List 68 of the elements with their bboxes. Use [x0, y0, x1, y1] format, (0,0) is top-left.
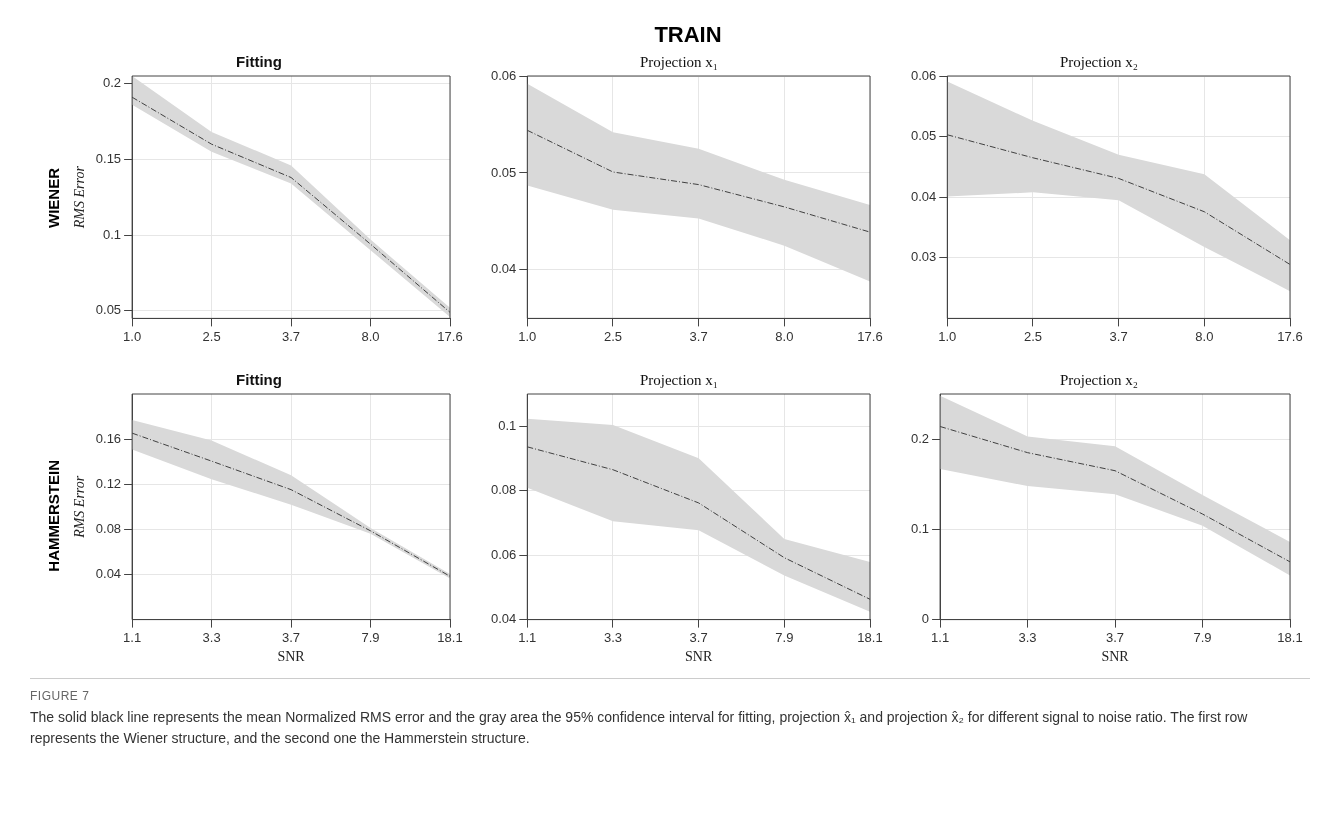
text: TRAIN	[654, 22, 722, 47]
y-tick-label: 0.08	[95, 520, 122, 536]
x-tick-label: 7.9	[1193, 629, 1212, 645]
y-tick-label: 0.1	[910, 520, 930, 536]
chart-title: Projection x₂	[1059, 53, 1139, 70]
x-tick-label: 17.6	[437, 328, 463, 344]
x-tick-label: 3.7	[282, 629, 301, 645]
x-tick-label: 17.6	[857, 328, 883, 344]
y-tick-label: 0.05	[95, 302, 122, 318]
y-tick-label: 0.08	[490, 482, 517, 498]
x-tick-label: 3.3	[1018, 629, 1037, 645]
x-tick-label: 18.1	[437, 629, 463, 645]
y-tick-label: 0.05	[490, 164, 517, 180]
y-tick-label: 0.04	[910, 188, 937, 204]
caption: FIGURE 7	[30, 689, 91, 703]
y-tick-label: 0.1	[498, 417, 517, 433]
x-tick-label: 1.0	[123, 328, 142, 344]
y-tick-label: 0.05	[910, 128, 937, 144]
x-tick-label: 18.1	[857, 629, 883, 645]
y-tick-label: 0.03	[910, 249, 937, 265]
text: WIENER	[44, 168, 62, 228]
y-axis-title: RMS Error	[72, 475, 88, 539]
chart-title: Fitting	[236, 371, 282, 389]
x-tick-label: 3.7	[1109, 328, 1128, 344]
x-tick-label: 1.1	[518, 629, 537, 645]
y-tick-label: 0.2	[103, 75, 122, 91]
x-tick-label: 1.0	[938, 328, 957, 344]
text: HAMMERSTEIN	[44, 460, 62, 572]
x-tick-label: 18.1	[1277, 629, 1303, 645]
x-tick-label: 2.5	[202, 328, 221, 344]
x-tick-label: 3.7	[282, 328, 301, 344]
x-tick-label: 1.1	[123, 629, 142, 645]
y-tick-label: 0.2	[910, 430, 930, 446]
x-tick-label: 2.5	[603, 328, 623, 344]
y-tick-label: 0.04	[490, 611, 517, 627]
chart-title: Projection x₁	[639, 53, 719, 70]
chart-title: Projection x₁	[639, 371, 719, 388]
x-tick-label: 17.6	[1277, 328, 1303, 344]
x-tick-label: 3.7	[1106, 629, 1125, 645]
x-tick-label: 3.7	[689, 629, 708, 645]
y-tick-label: 0.06	[490, 546, 517, 562]
x-axis-title: SNR	[685, 649, 713, 665]
x-tick-label: 2.5	[1023, 328, 1043, 344]
y-tick-label: 0.04	[95, 566, 122, 582]
y-axis-title: RMS Error	[72, 165, 88, 230]
x-tick-label: 8.0	[1195, 328, 1214, 344]
chart-title: Fitting	[236, 53, 282, 71]
y-tick-label: 0	[921, 611, 930, 627]
y-tick-label: 0.04	[490, 261, 517, 277]
chart-title: Projection x₂	[1059, 371, 1139, 388]
x-tick-label: 8.0	[361, 328, 380, 344]
y-tick-label: 0.06	[490, 67, 517, 83]
y-tick-label: 0.1	[103, 226, 122, 242]
x-tick-label: 8.0	[775, 328, 794, 344]
x-tick-label: 3.3	[603, 629, 623, 645]
x-tick-label: 1.1	[931, 629, 950, 645]
x-tick-label: 7.9	[361, 629, 380, 645]
y-tick-label: 0.06	[910, 67, 937, 83]
x-axis-title: SNR	[277, 649, 306, 665]
x-tick-label: 1.0	[518, 328, 537, 344]
x-tick-label: 7.9	[775, 629, 794, 645]
x-axis-title: SNR	[1101, 649, 1130, 665]
y-tick-label: 0.12	[95, 475, 122, 491]
y-tick-label: 0.16	[95, 430, 122, 446]
text: The solid black line represents the mean Normalized RMS error and the gray area the 95% confidence interval for fitting, projection x̂₁ and projection x̂₂ for different signal to noise ratio. The first row represents the Wiener structure, and the second one the Hammerstein structure.	[30, 708, 1249, 748]
x-tick-label: 3.7	[689, 328, 708, 344]
y-tick-label: 0.15	[95, 150, 122, 166]
x-tick-label: 3.3	[202, 629, 221, 645]
